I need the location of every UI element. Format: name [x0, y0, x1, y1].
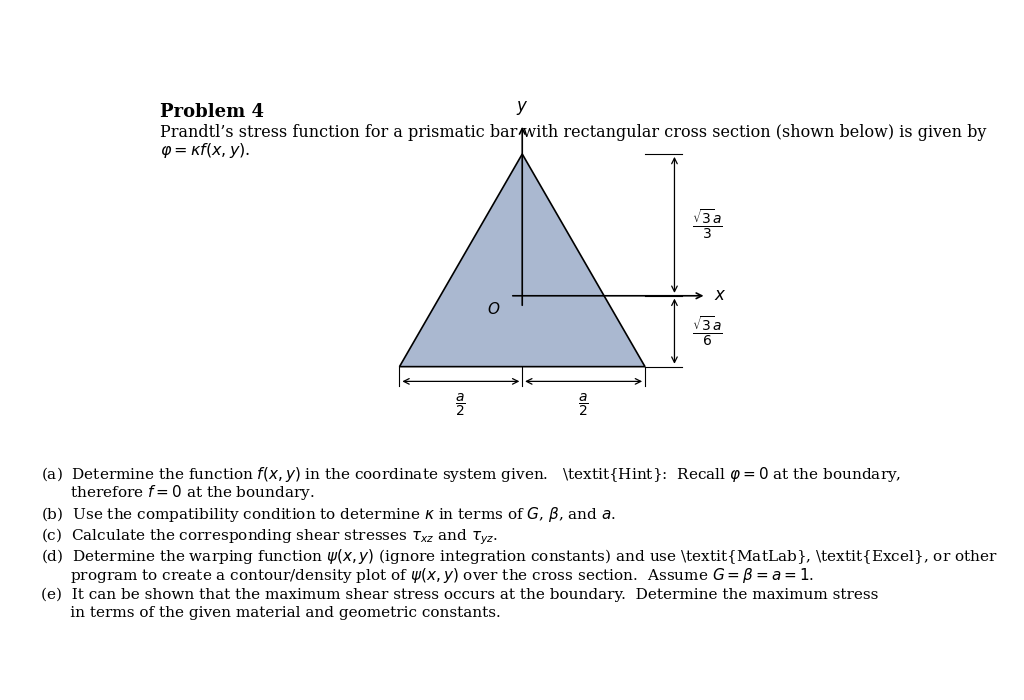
- Text: program to create a contour/density plot of $\psi(x, y)$ over the cross section.: program to create a contour/density plot…: [41, 566, 814, 584]
- Text: (a)  Determine the function $f(x, y)$ in the coordinate system given.   \textit{: (a) Determine the function $f(x, y)$ in …: [41, 466, 901, 484]
- Text: $\dfrac{a}{2}$: $\dfrac{a}{2}$: [579, 391, 589, 417]
- Text: Prandtl’s stress function for a prismatic bar with rectangular cross section (sh: Prandtl’s stress function for a prismati…: [160, 125, 986, 141]
- Text: therefore $f = 0$ at the boundary.: therefore $f = 0$ at the boundary.: [41, 483, 314, 502]
- Text: $\dfrac{\sqrt{3}a}{3}$: $\dfrac{\sqrt{3}a}{3}$: [691, 209, 722, 242]
- Text: $\dfrac{\sqrt{3}a}{6}$: $\dfrac{\sqrt{3}a}{6}$: [691, 314, 722, 348]
- Text: $O$: $O$: [486, 301, 500, 316]
- Text: Problem 4: Problem 4: [160, 103, 264, 121]
- Text: (b)  Use the compatibility condition to determine $\kappa$ in terms of $G$, $\be: (b) Use the compatibility condition to d…: [41, 505, 616, 524]
- Text: $y$: $y$: [516, 99, 528, 116]
- Text: (c)  Calculate the corresponding shear stresses $\tau_{xz}$ and $\tau_{yz}$.: (c) Calculate the corresponding shear st…: [41, 526, 499, 547]
- Text: in terms of the given material and geometric constants.: in terms of the given material and geome…: [41, 606, 501, 620]
- Polygon shape: [399, 154, 645, 367]
- Text: $x$: $x$: [714, 287, 726, 304]
- Text: (e)  It can be shown that the maximum shear stress occurs at the boundary.  Dete: (e) It can be shown that the maximum she…: [41, 588, 879, 603]
- Text: $\varphi = \kappa f(x, y)$.: $\varphi = \kappa f(x, y)$.: [160, 141, 250, 160]
- Text: (d)  Determine the warping function $\psi(x, y)$ (ignore integration constants) : (d) Determine the warping function $\psi…: [41, 547, 997, 566]
- Text: $\dfrac{a}{2}$: $\dfrac{a}{2}$: [456, 391, 466, 417]
